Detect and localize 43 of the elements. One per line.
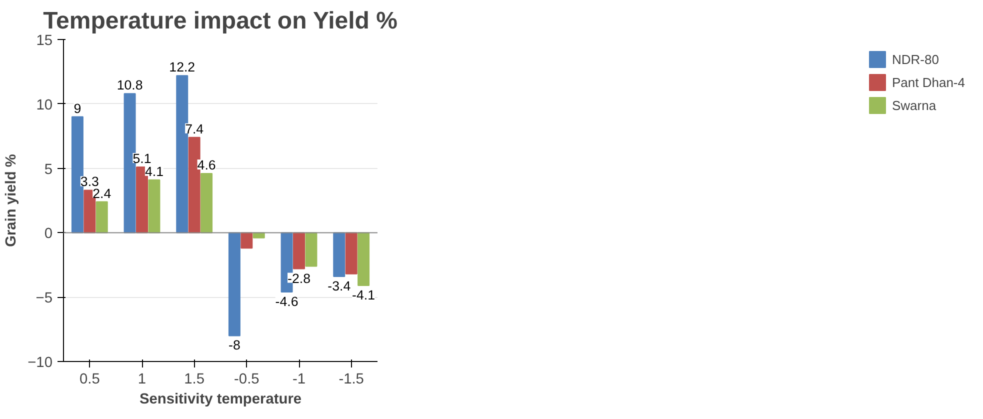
y-tick-label: 15 xyxy=(36,33,53,49)
bar xyxy=(345,232,358,274)
x-tick-label: 0.5 xyxy=(79,372,100,388)
bar xyxy=(333,232,346,277)
bar xyxy=(293,232,305,270)
bar xyxy=(252,232,265,238)
legend-label: Swarna xyxy=(892,98,936,112)
data-label: 2.4 xyxy=(92,186,112,201)
data-label: 10.8 xyxy=(116,78,143,93)
data-label: -4.6 xyxy=(275,294,298,309)
bar xyxy=(200,172,213,234)
bar xyxy=(228,232,240,336)
bar xyxy=(96,201,108,234)
bar xyxy=(305,232,318,267)
data-label: -3.4 xyxy=(328,278,352,294)
y-tick-label: 0 xyxy=(44,226,53,242)
y-tick-label: −5 xyxy=(36,290,53,307)
x-tick-label: -1.5 xyxy=(338,372,364,388)
data-label: 5.1 xyxy=(132,151,152,166)
data-label: -4.1 xyxy=(352,288,376,303)
bar xyxy=(148,179,160,234)
x-axis-title: Sensitivity temperature xyxy=(139,392,302,408)
legend-label: NDR-80 xyxy=(892,52,939,66)
bar xyxy=(358,232,370,286)
data-label: 7.4 xyxy=(185,121,204,136)
data-label: 3.3 xyxy=(80,174,99,190)
chart-title: Temperature impact on Yield % xyxy=(43,8,398,34)
x-tick-label: 1.5 xyxy=(184,372,205,388)
x-tick-label: -0.5 xyxy=(234,372,260,388)
bar xyxy=(240,232,253,249)
y-tick-label: 5 xyxy=(44,162,53,178)
data-label: 4.6 xyxy=(197,157,216,172)
data-label: 9 xyxy=(74,100,82,116)
legend-label: Pant Dhan-4 xyxy=(892,74,965,90)
data-label: -2.8 xyxy=(288,270,310,286)
data-label: 12.2 xyxy=(169,60,196,75)
x-tick-label: 1 xyxy=(138,372,146,388)
y-tick-label: −10 xyxy=(28,355,53,371)
x-tick-label: -1 xyxy=(292,372,306,388)
y-tick-label: 10 xyxy=(36,97,53,114)
data-label: -8 xyxy=(228,338,240,353)
y-axis-title: Grain yield % xyxy=(4,154,20,247)
data-label: 4.1 xyxy=(144,164,164,179)
